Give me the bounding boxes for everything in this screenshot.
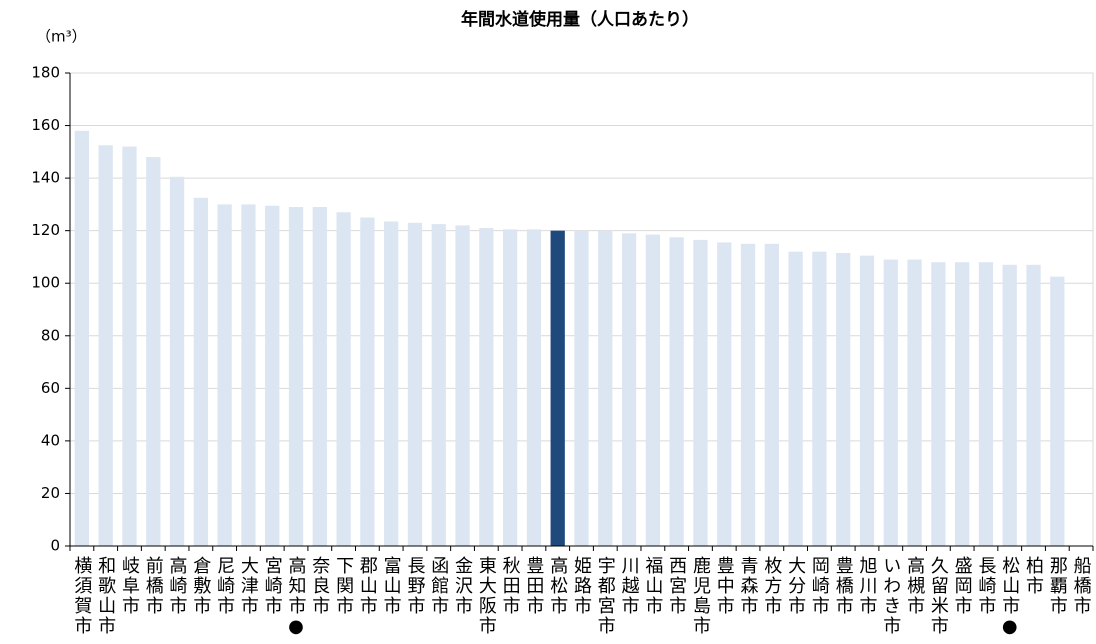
bar <box>217 204 232 546</box>
bar <box>955 262 970 546</box>
x-tick-label: 豊中市 <box>714 556 735 616</box>
bar <box>288 207 304 546</box>
bar <box>360 217 375 546</box>
x-tick-label: 東大阪市 <box>476 556 497 636</box>
x-tick-label: 盛岡市 <box>952 556 973 616</box>
bar <box>1002 264 1017 546</box>
x-tick-label: 那覇市 <box>1047 556 1068 616</box>
bar <box>907 259 922 546</box>
x-tick-label: 旭川市 <box>856 556 877 616</box>
bar <box>1026 264 1041 546</box>
y-tick-label: 80 <box>41 326 60 344</box>
unit-label: （m³） <box>36 28 87 46</box>
bar <box>788 251 803 546</box>
x-tick-label: 豊橋市 <box>833 556 854 616</box>
x-tick-label: 大津市 <box>238 556 259 616</box>
bar <box>455 225 470 546</box>
y-tick-label: 60 <box>41 379 60 397</box>
y-tick-label: 180 <box>31 64 60 82</box>
bar <box>193 197 208 546</box>
bar <box>74 130 90 547</box>
x-tick-label: 秋田市 <box>500 556 521 616</box>
x-tick-label: 横須賀市 <box>71 556 92 636</box>
bar <box>931 262 946 546</box>
x-tick-label: 倉敷市 <box>190 556 211 616</box>
x-tick-label: 和歌山市 <box>95 556 116 636</box>
bar <box>479 228 494 547</box>
bar <box>384 221 399 546</box>
x-tick-label: 長野市 <box>404 556 425 616</box>
bar <box>645 234 661 546</box>
x-tick-label: 枚方市 <box>761 556 782 616</box>
bar <box>598 230 613 546</box>
x-tick-label: いわき市 <box>880 556 901 636</box>
x-tick-label: 岡崎市 <box>809 556 830 616</box>
bar <box>978 262 994 546</box>
x-tick-label: 川越市 <box>619 556 640 616</box>
bar <box>336 212 351 546</box>
bar <box>812 251 827 546</box>
x-tick-label: 鹿児島市 <box>690 556 711 636</box>
y-tick-label: 120 <box>31 221 60 239</box>
x-tick-label: 富山市 <box>381 556 402 616</box>
x-tick-label: 奈良市 <box>309 556 330 616</box>
x-tick-label: 姫路市 <box>571 556 592 616</box>
bar <box>550 230 565 546</box>
bar <box>669 237 684 546</box>
chart-title: 年間水道使用量（人口あたり） <box>461 9 699 30</box>
x-tick-label: 豊田市 <box>523 556 544 616</box>
x-tick-label: 前橋市 <box>143 556 164 616</box>
bar <box>621 233 637 547</box>
bar <box>98 145 113 546</box>
x-tick-label: 高知市● <box>286 556 307 639</box>
x-tick-label: 金沢市 <box>452 556 473 616</box>
x-tick-label: 福山市 <box>642 556 663 616</box>
bar <box>836 253 851 546</box>
y-tick-label: 100 <box>31 274 60 292</box>
bar <box>241 204 256 546</box>
bar <box>502 229 518 546</box>
bar <box>764 243 779 547</box>
x-tick-label: 大分市 <box>785 556 806 616</box>
bar <box>574 230 589 546</box>
bar <box>407 222 423 547</box>
x-tick-label: 柏市 <box>1023 556 1044 596</box>
bar <box>859 255 875 546</box>
bar <box>693 239 708 546</box>
y-tick-label: 160 <box>31 116 60 134</box>
x-tick-label: 青森市 <box>738 556 759 616</box>
x-tick-label: 函館市 <box>428 556 449 616</box>
bar <box>740 243 756 547</box>
x-tick-label: 高槻市 <box>904 556 925 616</box>
y-tick-label: 140 <box>31 169 60 187</box>
x-tick-label: 尼崎市 <box>214 556 235 616</box>
bar <box>431 224 446 546</box>
bar <box>883 259 898 546</box>
bar <box>169 176 185 546</box>
x-tick-label: 下関市 <box>333 556 354 616</box>
x-tick-label: 岐阜市 <box>119 556 140 616</box>
bar <box>146 157 161 547</box>
bar <box>265 205 280 547</box>
x-tick-label: 高松市 <box>547 556 568 616</box>
x-tick-label: 高崎市 <box>167 556 188 616</box>
bar <box>1050 276 1065 546</box>
x-tick-label: 松山市● <box>999 556 1020 639</box>
x-tick-label: 宇都宮市 <box>595 556 616 636</box>
y-tick-label: 20 <box>41 484 60 502</box>
x-tick-label: 船橋市 <box>1071 556 1092 616</box>
bar <box>717 242 732 546</box>
x-tick-label: 郡山市 <box>357 556 378 616</box>
bar <box>312 207 327 546</box>
bar <box>122 146 137 547</box>
x-tick-label: 久留米市 <box>928 556 949 636</box>
bar <box>526 229 542 546</box>
x-tick-label: 西宮市 <box>666 556 687 616</box>
y-tick-label: 0 <box>50 537 60 555</box>
y-tick-label: 40 <box>41 431 60 449</box>
x-tick-label: 宮崎市 <box>262 556 283 616</box>
x-tick-label: 長崎市 <box>975 556 996 616</box>
